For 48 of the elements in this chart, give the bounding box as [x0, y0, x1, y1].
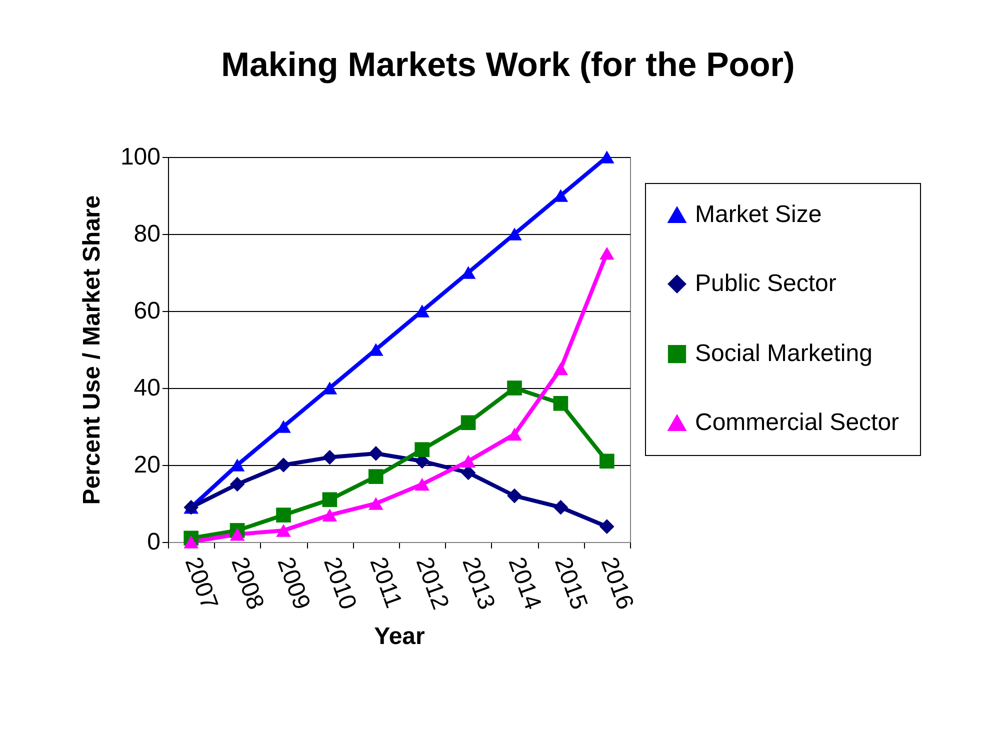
point [276, 508, 291, 522]
point [507, 428, 522, 441]
point [322, 508, 338, 522]
x-tick-label: 2009 [272, 554, 316, 614]
legend-label: Social Marketing [695, 340, 872, 367]
y-tick-label: 20 [134, 452, 160, 478]
point [230, 476, 245, 492]
point [553, 362, 568, 376]
x-tick-label: 2007 [179, 554, 224, 614]
x-tick-label: 2015 [548, 554, 593, 614]
y-tick-label: 40 [134, 374, 160, 402]
point [599, 519, 614, 534]
x-tick-label: 2012 [410, 554, 454, 614]
point [184, 536, 199, 548]
y-tick-label: 100 [120, 144, 160, 170]
point [322, 450, 338, 465]
point [553, 396, 568, 411]
legend-label: Public Sector [695, 270, 836, 297]
x-tick-label: 2013 [456, 554, 500, 614]
x-tick-label: 2010 [318, 554, 362, 614]
point [368, 446, 384, 461]
x-tick-label: 2008 [226, 554, 270, 614]
x-tick-label: 2011 [364, 554, 408, 612]
point [507, 380, 522, 396]
point [230, 528, 245, 541]
point [599, 246, 614, 260]
y-tick-label: 80 [134, 220, 160, 248]
x-axis-title: Year [374, 622, 425, 650]
y-tick-label: 0 [147, 528, 160, 556]
x-tick-label: 2016 [595, 554, 639, 614]
y-tick-label: 60 [134, 298, 160, 324]
x-tick-label: 2014 [502, 554, 546, 614]
point [368, 469, 384, 484]
point [368, 497, 384, 510]
y-axis-title: Percent Use / Market Share [78, 195, 106, 505]
point [507, 488, 522, 504]
point [460, 454, 476, 468]
point [276, 524, 291, 537]
chart-title: Making Markets Work (for the Poor) [221, 46, 795, 84]
legend-label: Commercial Sector [695, 409, 900, 436]
point [460, 415, 476, 430]
point [414, 442, 430, 458]
point [414, 478, 430, 491]
point [599, 454, 614, 469]
point [322, 492, 338, 508]
legend-label: Market Size [695, 201, 822, 228]
point [553, 500, 568, 515]
point [276, 458, 291, 472]
